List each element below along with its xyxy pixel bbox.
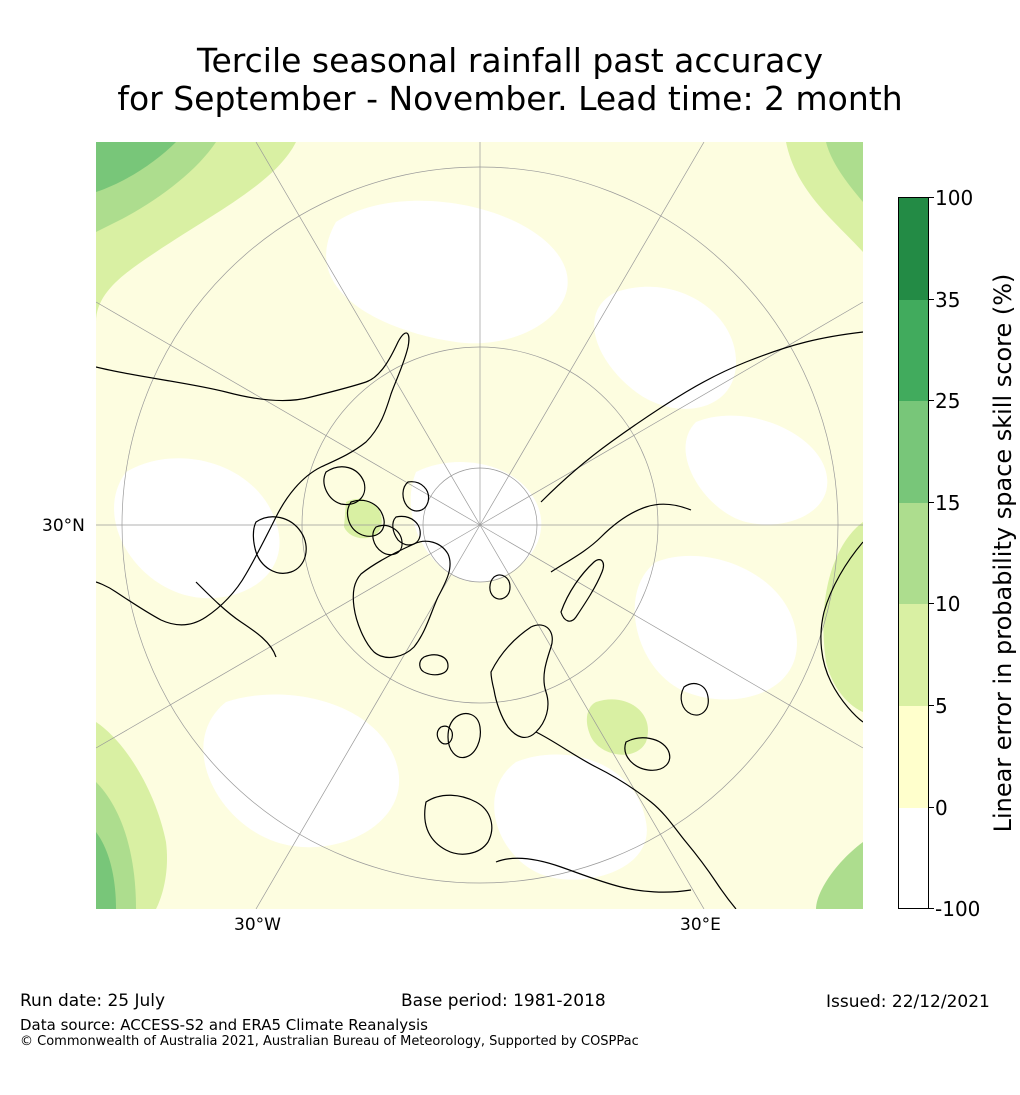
issued-date: Issued: 22/12/2021 <box>826 992 990 1012</box>
copyright: © Commonwealth of Australia 2021, Austra… <box>20 1034 639 1049</box>
colorbar-tick-label: 0 <box>935 796 948 820</box>
colorbar-segment <box>899 706 928 808</box>
colorbar-tickmark <box>929 299 934 300</box>
colorbar-segment <box>899 808 928 908</box>
colorbar-tickmark <box>929 807 934 808</box>
map-title-line1: Tercile seasonal rainfall past accuracy <box>196 41 824 80</box>
colorbar-tickmark <box>929 197 934 198</box>
colorbar-segment <box>899 401 928 503</box>
colorbar-tickmark <box>929 705 934 706</box>
colorbar-tick-label: 35 <box>935 288 961 312</box>
colorbar-tick-label: 100 <box>935 186 974 210</box>
coastline-layer <box>96 331 863 909</box>
colorbar-tickmark <box>929 908 934 909</box>
colorbar-label: Linear error in probability space skill … <box>989 273 1017 833</box>
base-period: Base period: 1981-2018 <box>401 991 606 1011</box>
colorbar <box>898 197 929 909</box>
colorbar-tick-label: -100 <box>935 897 981 921</box>
data-source: Data source: ACCESS-S2 and ERA5 Climate … <box>20 1016 428 1034</box>
longitude-label-west: 30°W <box>234 915 281 935</box>
map-title-line2: for September - November. Lead time: 2 m… <box>117 79 903 118</box>
run-date: Run date: 25 July <box>20 991 166 1011</box>
colorbar-tickmark <box>929 400 934 401</box>
colorbar-tickmark <box>929 502 934 503</box>
colorbar-segment <box>899 300 928 401</box>
colorbar-tick-label: 10 <box>935 592 961 616</box>
colorbar-tick-label: 15 <box>935 491 961 515</box>
skill-fill-layer <box>96 142 863 909</box>
colorbar-segment <box>899 198 928 300</box>
colorbar-tickmark <box>929 603 934 604</box>
colorbar-segment <box>899 604 928 706</box>
longitude-label-east: 30°E <box>680 915 721 935</box>
latitude-label: 30°N <box>42 516 85 536</box>
polar-skill-map <box>96 142 863 909</box>
colorbar-tick-label: 25 <box>935 389 961 413</box>
colorbar-segment <box>899 503 928 604</box>
colorbar-tick-label: 5 <box>935 694 948 718</box>
